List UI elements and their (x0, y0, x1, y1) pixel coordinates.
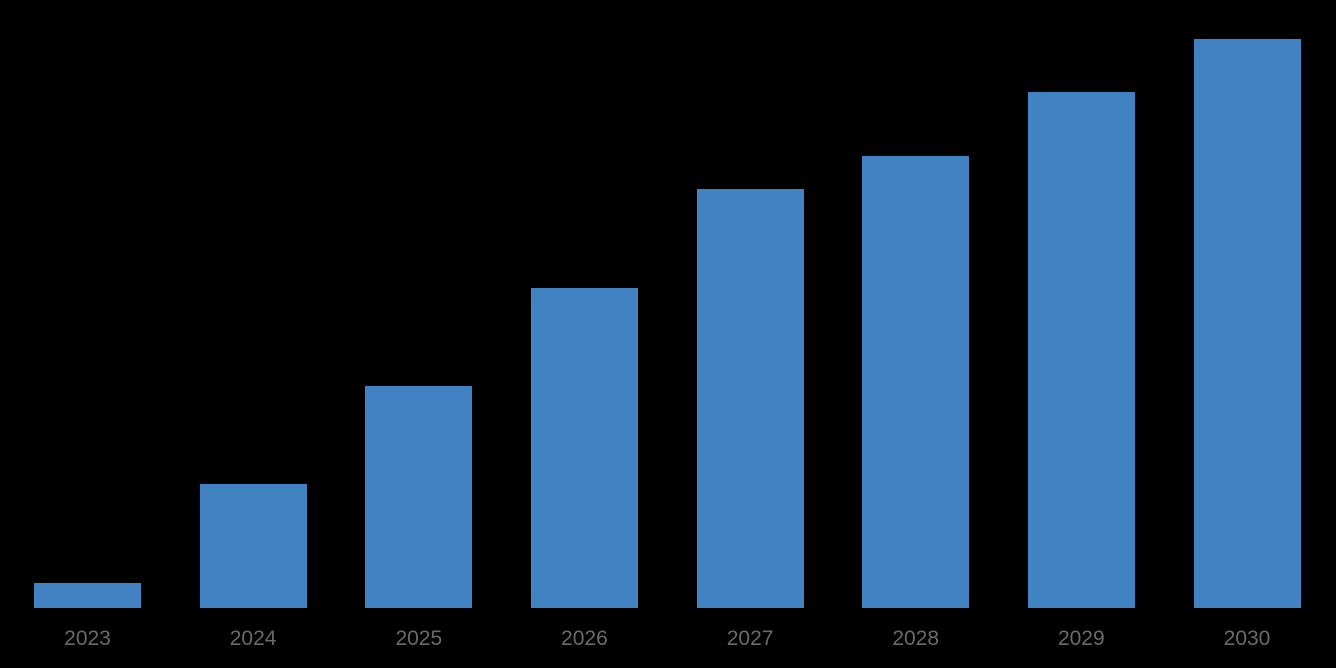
x-axis-tick-label: 2024 (229, 627, 277, 650)
bar (862, 156, 970, 608)
bar (1027, 92, 1135, 608)
x-axis-tick-label: 2030 (1223, 627, 1271, 650)
bar (696, 189, 804, 608)
x-axis-tick-label: 2028 (892, 627, 940, 650)
x-axis-tick-label: 2023 (64, 627, 111, 650)
bar (1193, 39, 1301, 608)
bar (365, 386, 473, 608)
x-axis-tick-label: 2026 (561, 627, 608, 650)
x-axis-tick-label: 2029 (1057, 627, 1105, 650)
bar (34, 583, 141, 608)
bar (530, 288, 638, 608)
bar (199, 484, 307, 608)
x-axis-tick-label: 2027 (726, 627, 774, 650)
x-axis-tick-label: 2025 (395, 627, 443, 650)
